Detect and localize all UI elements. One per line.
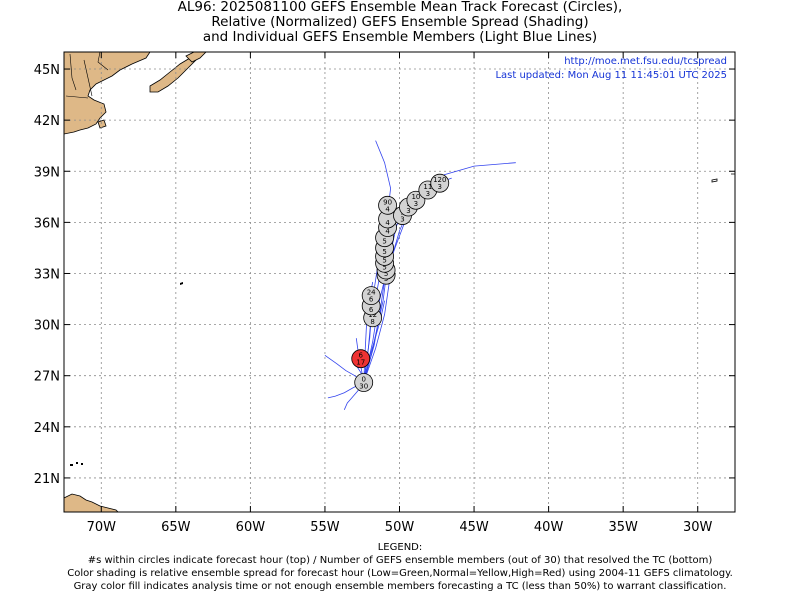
axes: 70W 65W 60W 55W 50W 45W 40W 35W 30W 45N 42N 39N 36N 3…: [34, 52, 735, 535]
lon-tick-label: 40W: [534, 520, 564, 535]
mean-track-circles: 03061712862465555554490493131031131203: [351, 173, 450, 392]
legend: LEGEND: #s within circles indicate forec…: [0, 541, 800, 593]
member-count-label: 4: [385, 219, 390, 227]
track-map: 03061712862465555554490493131031131203 7…: [34, 51, 736, 535]
lon-tick-label: 70W: [87, 520, 117, 535]
lon-tick-label: 55W: [310, 520, 340, 535]
lat-tick-label: 30N: [34, 319, 60, 334]
forecast-circle: 030: [354, 373, 374, 392]
title-line-1: AL96: 2025081100 GEFS Ensemble Mean Trac…: [177, 0, 623, 15]
member-count-label: 4: [385, 205, 390, 213]
forecast-hour-label: 0: [361, 376, 365, 384]
lon-tick-label: 45W: [459, 520, 489, 535]
member-count-label: 5: [384, 270, 388, 278]
member-count-label: 3: [426, 190, 430, 198]
land-cape-breton: [185, 52, 207, 63]
land-virgin-islands: [70, 462, 83, 466]
member-count-label: 30: [359, 383, 368, 391]
forecast-hour-label: 6: [358, 352, 363, 360]
forecast-circle-fill: [361, 286, 381, 306]
lat-tick-label: 39N: [34, 165, 60, 180]
forecast-circle: 246: [361, 286, 381, 306]
lat-tick-label: 21N: [34, 472, 60, 487]
lon-tick-label: 35W: [608, 520, 638, 535]
forecast-hour-label: 24: [367, 289, 376, 297]
land-island: [97, 119, 107, 129]
lon-tick-label: 30W: [683, 520, 713, 535]
member-count-label: 5: [382, 238, 386, 246]
lat-tick-label: 45N: [34, 63, 60, 78]
legend-heading: LEGEND:: [377, 542, 423, 553]
lat-tick-label: 36N: [34, 216, 60, 231]
land-south-america: [64, 493, 119, 512]
land-azores: [711, 173, 735, 183]
member-track-5: [363, 276, 387, 383]
forecast-hour-label: 11: [423, 183, 432, 191]
member-track-6: [363, 300, 385, 383]
legend-line-1: #s within circles indicate forecast hour…: [87, 555, 713, 566]
forecast-hour-label: 10: [411, 193, 420, 201]
member-count-label: 8: [370, 318, 374, 326]
lat-tick-label: 24N: [34, 421, 60, 436]
forecast-circle-fill: [354, 373, 374, 392]
forecast-circle-fill: [378, 195, 397, 215]
forecast-circle-fill: [430, 173, 450, 193]
member-count-label: 6: [369, 306, 374, 314]
political-borders: [65, 52, 109, 99]
member-count-label: 5: [382, 256, 386, 264]
member-count-label: 3: [438, 183, 442, 191]
title-line-3: and Individual GEFS Ensemble Members (Li…: [202, 29, 598, 45]
forecast-circle-fill: [351, 349, 371, 369]
chart-title: AL96: 2025081100 GEFS Ensemble Mean Trac…: [0, 0, 800, 45]
lon-tick-label: 65W: [161, 520, 191, 535]
member-count-label: 3: [400, 216, 404, 224]
legend-line-2: Color shading is relative ensemble sprea…: [67, 568, 733, 579]
land-bermuda: [180, 282, 183, 285]
forecast-circle: 904: [378, 195, 397, 215]
lat-tick-label: 27N: [34, 370, 60, 385]
member-count-label: 3: [406, 207, 410, 215]
forecast-circle: 617: [351, 349, 371, 369]
land-north-america: [64, 52, 151, 135]
land-nova-scotia: [149, 57, 197, 93]
member-count-label: 5: [382, 263, 386, 271]
source-url[interactable]: http://moe.met.fsu.edu/tcspread: [564, 56, 727, 67]
lon-tick-label: 50W: [385, 520, 415, 535]
member-count-label: 6: [369, 296, 374, 304]
lon-tick-label: 60W: [236, 520, 266, 535]
lat-tick-label: 42N: [34, 114, 60, 129]
member-count-label: 17: [356, 359, 365, 367]
last-updated: Last updated: Mon Aug 11 11:45:01 UTC 20…: [495, 70, 727, 81]
title-line-2: Relative (Normalized) GEFS Ensemble Spre…: [211, 14, 589, 30]
member-count-label: 4: [385, 227, 390, 235]
legend-line-3: Gray color fill indicates analysis time …: [73, 581, 727, 592]
member-count-label: 3: [414, 200, 418, 208]
member-count-label: 5: [382, 248, 386, 256]
lat-tick-label: 33N: [34, 267, 60, 282]
forecast-hour-label: 120: [433, 176, 446, 184]
forecast-hour-label: 90: [383, 198, 392, 206]
